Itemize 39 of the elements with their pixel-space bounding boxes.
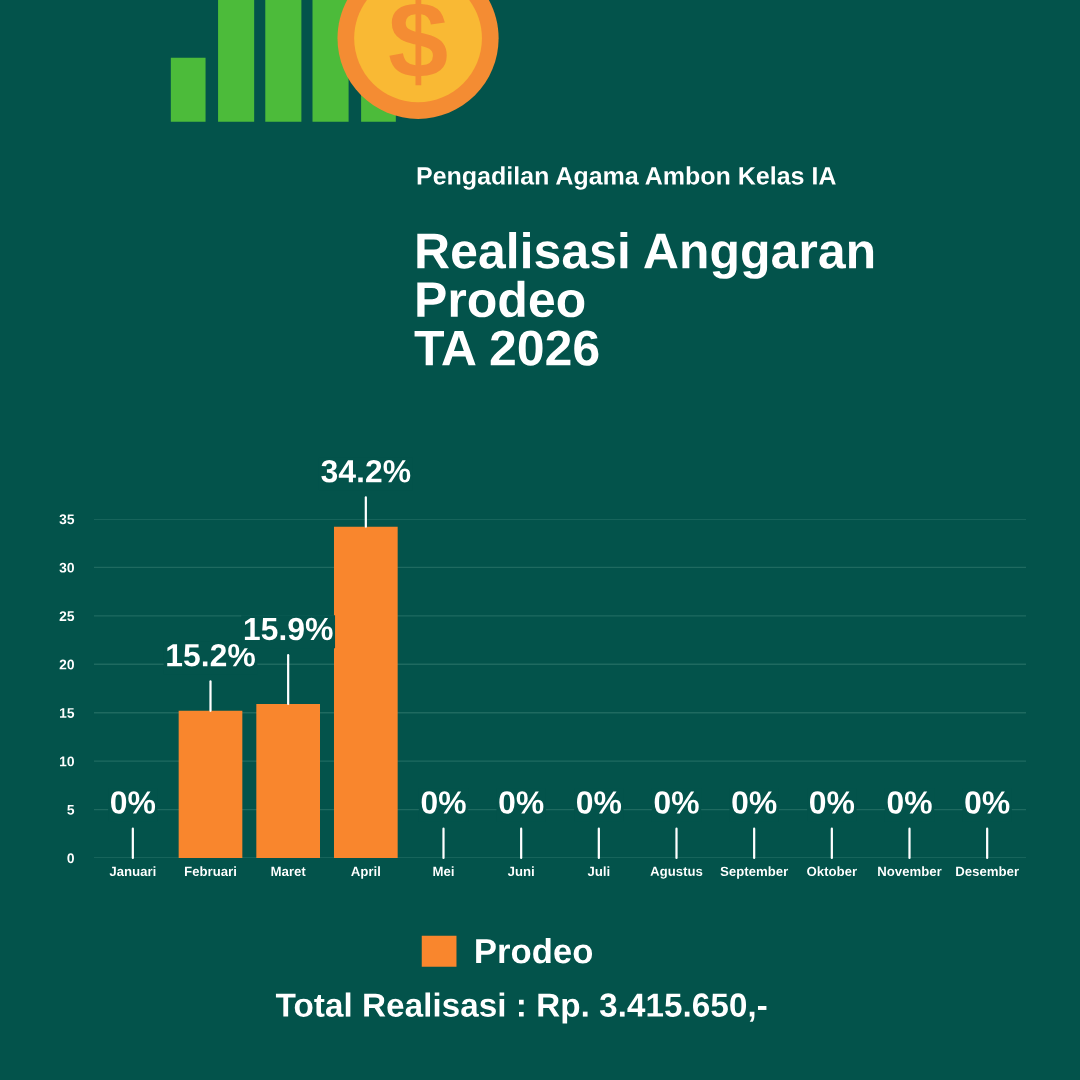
data-label: 0%: [654, 791, 699, 814]
data-label: 0%: [887, 791, 932, 814]
x-tick-label: Februari: [184, 866, 236, 877]
data-label: 0%: [111, 791, 156, 814]
data-label: 0%: [499, 791, 544, 814]
x-tick-label: Agustus: [650, 866, 703, 879]
data-label: 34.2%: [321, 459, 411, 483]
y-tick-label: 25: [59, 611, 75, 622]
bar: [256, 704, 321, 858]
data-label: 0%: [965, 791, 1010, 814]
bar: [178, 710, 243, 858]
x-tick-label: Mei: [433, 866, 454, 877]
chart-subtitle: Pengadilan Agama Ambon Kelas IA: [417, 166, 836, 190]
y-tick-label: 20: [59, 659, 74, 670]
y-tick-label: 15: [59, 708, 75, 718]
data-label: 15.9%: [244, 617, 333, 641]
data-label: 0%: [577, 791, 622, 814]
y-tick-label: 10: [59, 756, 74, 767]
x-tick-label: Juni: [507, 866, 534, 877]
x-tick-label: April: [351, 866, 380, 879]
bar: [333, 526, 398, 858]
x-tick-label: September: [720, 866, 789, 879]
x-tick-label: Januari: [109, 866, 156, 877]
x-tick-label: November: [878, 866, 942, 877]
data-label: 15.2%: [167, 643, 255, 667]
text: Total Realisasi : Rp. 3.415.650,-: [275, 992, 767, 1024]
y-tick-label: 30: [59, 562, 74, 573]
x-tick-label: Maret: [271, 866, 306, 877]
x-tick-label: Juli: [587, 866, 610, 877]
data-label: 0%: [732, 791, 777, 814]
x-tick-label: Oktober: [807, 866, 857, 877]
y-tick-label: 35: [59, 514, 75, 525]
chart-title: Realisasi Anggaran Prodeo TA 2026: [414, 232, 874, 366]
x-tick-label: Desember: [956, 866, 1019, 877]
y-tick-label: 5: [67, 805, 75, 815]
y-tick-label: 0: [67, 853, 74, 864]
data-label: 0%: [421, 791, 466, 814]
legend-label: Prodeo: [476, 937, 593, 964]
data-label: 0%: [810, 791, 855, 814]
